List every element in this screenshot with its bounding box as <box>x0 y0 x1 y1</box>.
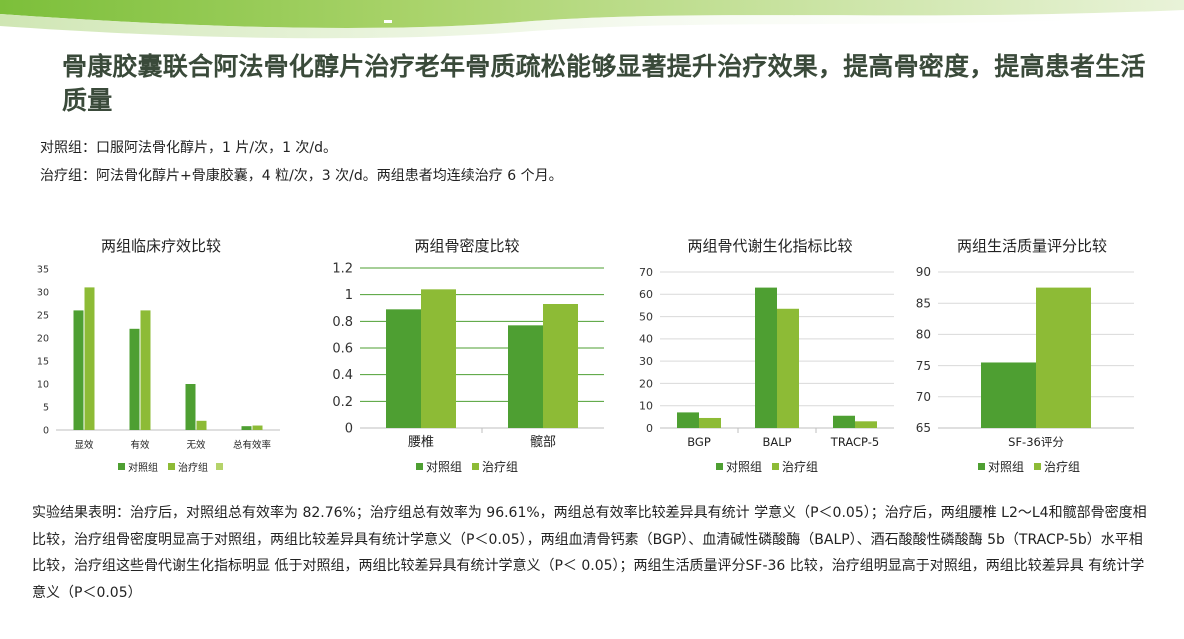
chart-bone-density: 两组骨密度比较 0 0.2 0.4 0.6 0.8 1 1.2 腰椎 髋部对照组 治疗组 <box>322 228 612 488</box>
y-tick-label: 65 <box>916 421 931 435</box>
y-tick-label: 35 <box>37 264 49 275</box>
bar-control <box>185 384 196 430</box>
bar-treatment <box>699 417 721 428</box>
chart-quality-of-life: 两组生活质量评分比较 65 70 75 80 85 90 SF-36评分对照组 治疗组 <box>912 228 1152 488</box>
y-tick-label: 0.6 <box>332 342 353 357</box>
legend-label: 治疗组 <box>1044 460 1080 474</box>
y-tick-label: 0 <box>345 422 353 437</box>
x-category-label: 有效 <box>130 439 150 451</box>
legend-label: 对照组 <box>426 460 462 474</box>
chart-clinical-efficacy: 两组临床疗效比较 0 5 10 15 20 25 30 35 显效 有效 无效 总有效率对照组 治疗组 <box>30 228 292 488</box>
legend-label: 对照组 <box>726 460 762 474</box>
bar-treatment <box>252 425 263 430</box>
y-tick-label: 10 <box>37 379 49 390</box>
bar-control <box>833 415 855 428</box>
bar-control <box>508 325 543 428</box>
x-category-label: 总有效率 <box>233 439 272 451</box>
decorative-dash <box>384 20 392 23</box>
y-tick-label: 30 <box>639 355 653 368</box>
legend-label: 对照组 <box>128 461 158 474</box>
legend-label: 治疗组 <box>178 461 208 474</box>
legend-swatch <box>1034 463 1041 470</box>
y-tick-label: 0.8 <box>332 315 353 330</box>
legend-swatch <box>118 463 125 470</box>
bar-control <box>386 309 421 428</box>
y-tick-label: 1 <box>345 288 353 303</box>
legend-label: 治疗组 <box>782 460 818 474</box>
bar-treatment <box>140 310 151 430</box>
bar-treatment <box>421 289 456 428</box>
bar-treatment <box>1036 287 1091 428</box>
x-category-label: TRACP-5 <box>830 435 879 449</box>
chart-title: 两组骨密度比较 <box>414 237 520 255</box>
legend-swatch <box>416 463 423 470</box>
y-tick-label: 0 <box>646 422 653 435</box>
bar-control <box>677 412 699 428</box>
legend-label: 治疗组 <box>482 460 518 474</box>
legend-swatch <box>716 463 723 470</box>
bar-treatment <box>777 308 799 428</box>
bar-control <box>129 328 140 430</box>
bar-treatment <box>196 420 207 430</box>
bar-control <box>241 426 252 430</box>
chart-title: 两组临床疗效比较 <box>100 237 221 255</box>
legend-swatch <box>472 463 479 470</box>
bar-control <box>73 310 84 430</box>
x-category-label: 髋部 <box>530 434 556 450</box>
legend-swatch <box>772 463 779 470</box>
x-category-label: 腰椎 <box>408 435 434 450</box>
bar-treatment <box>84 287 95 430</box>
y-tick-label: 30 <box>37 287 49 298</box>
y-tick-label: 1.2 <box>332 262 353 277</box>
y-tick-label: 85 <box>916 296 931 310</box>
intro-treatment-group: 治疗组：阿法骨化醇片+骨康胶囊，4 粒/次，3 次/d。两组患者均连续治疗 6 … <box>40 168 563 184</box>
x-category-label: BALP <box>762 435 791 449</box>
y-tick-label: 20 <box>639 377 653 390</box>
y-tick-label: 70 <box>639 266 653 279</box>
x-category-label: 显效 <box>74 439 94 451</box>
intro-control-group: 对照组：口服阿法骨化醇片，1 片/次，1 次/d。 <box>40 140 338 156</box>
y-tick-label: 15 <box>37 356 49 367</box>
chart-bone-metabolism: 两组骨代谢生化指标比较 0 10 20 30 40 50 60 70 BGP BALP TRACP-… <box>630 228 910 488</box>
y-tick-label: 40 <box>639 333 653 346</box>
conclusion-text: 实验结果表明：治疗后，对照组总有效率为 82.76%；治疗组总有效率为 96.6… <box>32 505 1147 601</box>
y-tick-label: 60 <box>639 288 653 301</box>
legend-swatch <box>978 463 985 470</box>
x-category-label: BGP <box>687 435 711 449</box>
x-category-label: SF-36评分 <box>1008 435 1064 449</box>
x-category-label: 无效 <box>186 439 206 451</box>
legend-label: 对照组 <box>988 460 1024 474</box>
bar-treatment <box>855 421 877 428</box>
y-tick-label: 50 <box>639 310 653 323</box>
y-tick-label: 25 <box>37 310 49 321</box>
y-tick-label: 70 <box>916 390 931 404</box>
y-tick-label: 0 <box>43 425 49 436</box>
y-tick-label: 0.4 <box>332 368 353 383</box>
y-tick-label: 80 <box>916 328 931 342</box>
bar-treatment <box>543 304 578 428</box>
y-tick-label: 75 <box>916 359 931 373</box>
bar-control <box>755 287 777 428</box>
bar-control <box>981 362 1036 428</box>
y-tick-label: 0.2 <box>332 395 353 410</box>
chart-title: 两组骨代谢生化指标比较 <box>687 237 853 255</box>
legend-swatch-extra <box>216 463 223 470</box>
y-tick-label: 10 <box>639 400 653 413</box>
legend-swatch <box>168 463 175 470</box>
page-title: 骨康胶囊联合阿法骨化醇片治疗老年骨质疏松能够显著提升治疗效果，提高骨密度，提高患… <box>62 52 1146 115</box>
y-tick-label: 5 <box>43 402 49 413</box>
y-tick-label: 20 <box>37 333 49 344</box>
y-tick-label: 90 <box>916 265 931 279</box>
chart-title: 两组生活质量评分比较 <box>956 237 1107 255</box>
chart-bone-metabolism-plot: 0 10 20 30 40 50 60 70 BGP BALP TRACP-5 对照组 治疗组 <box>639 266 894 474</box>
header-swoosh-decoration <box>0 0 1184 39</box>
